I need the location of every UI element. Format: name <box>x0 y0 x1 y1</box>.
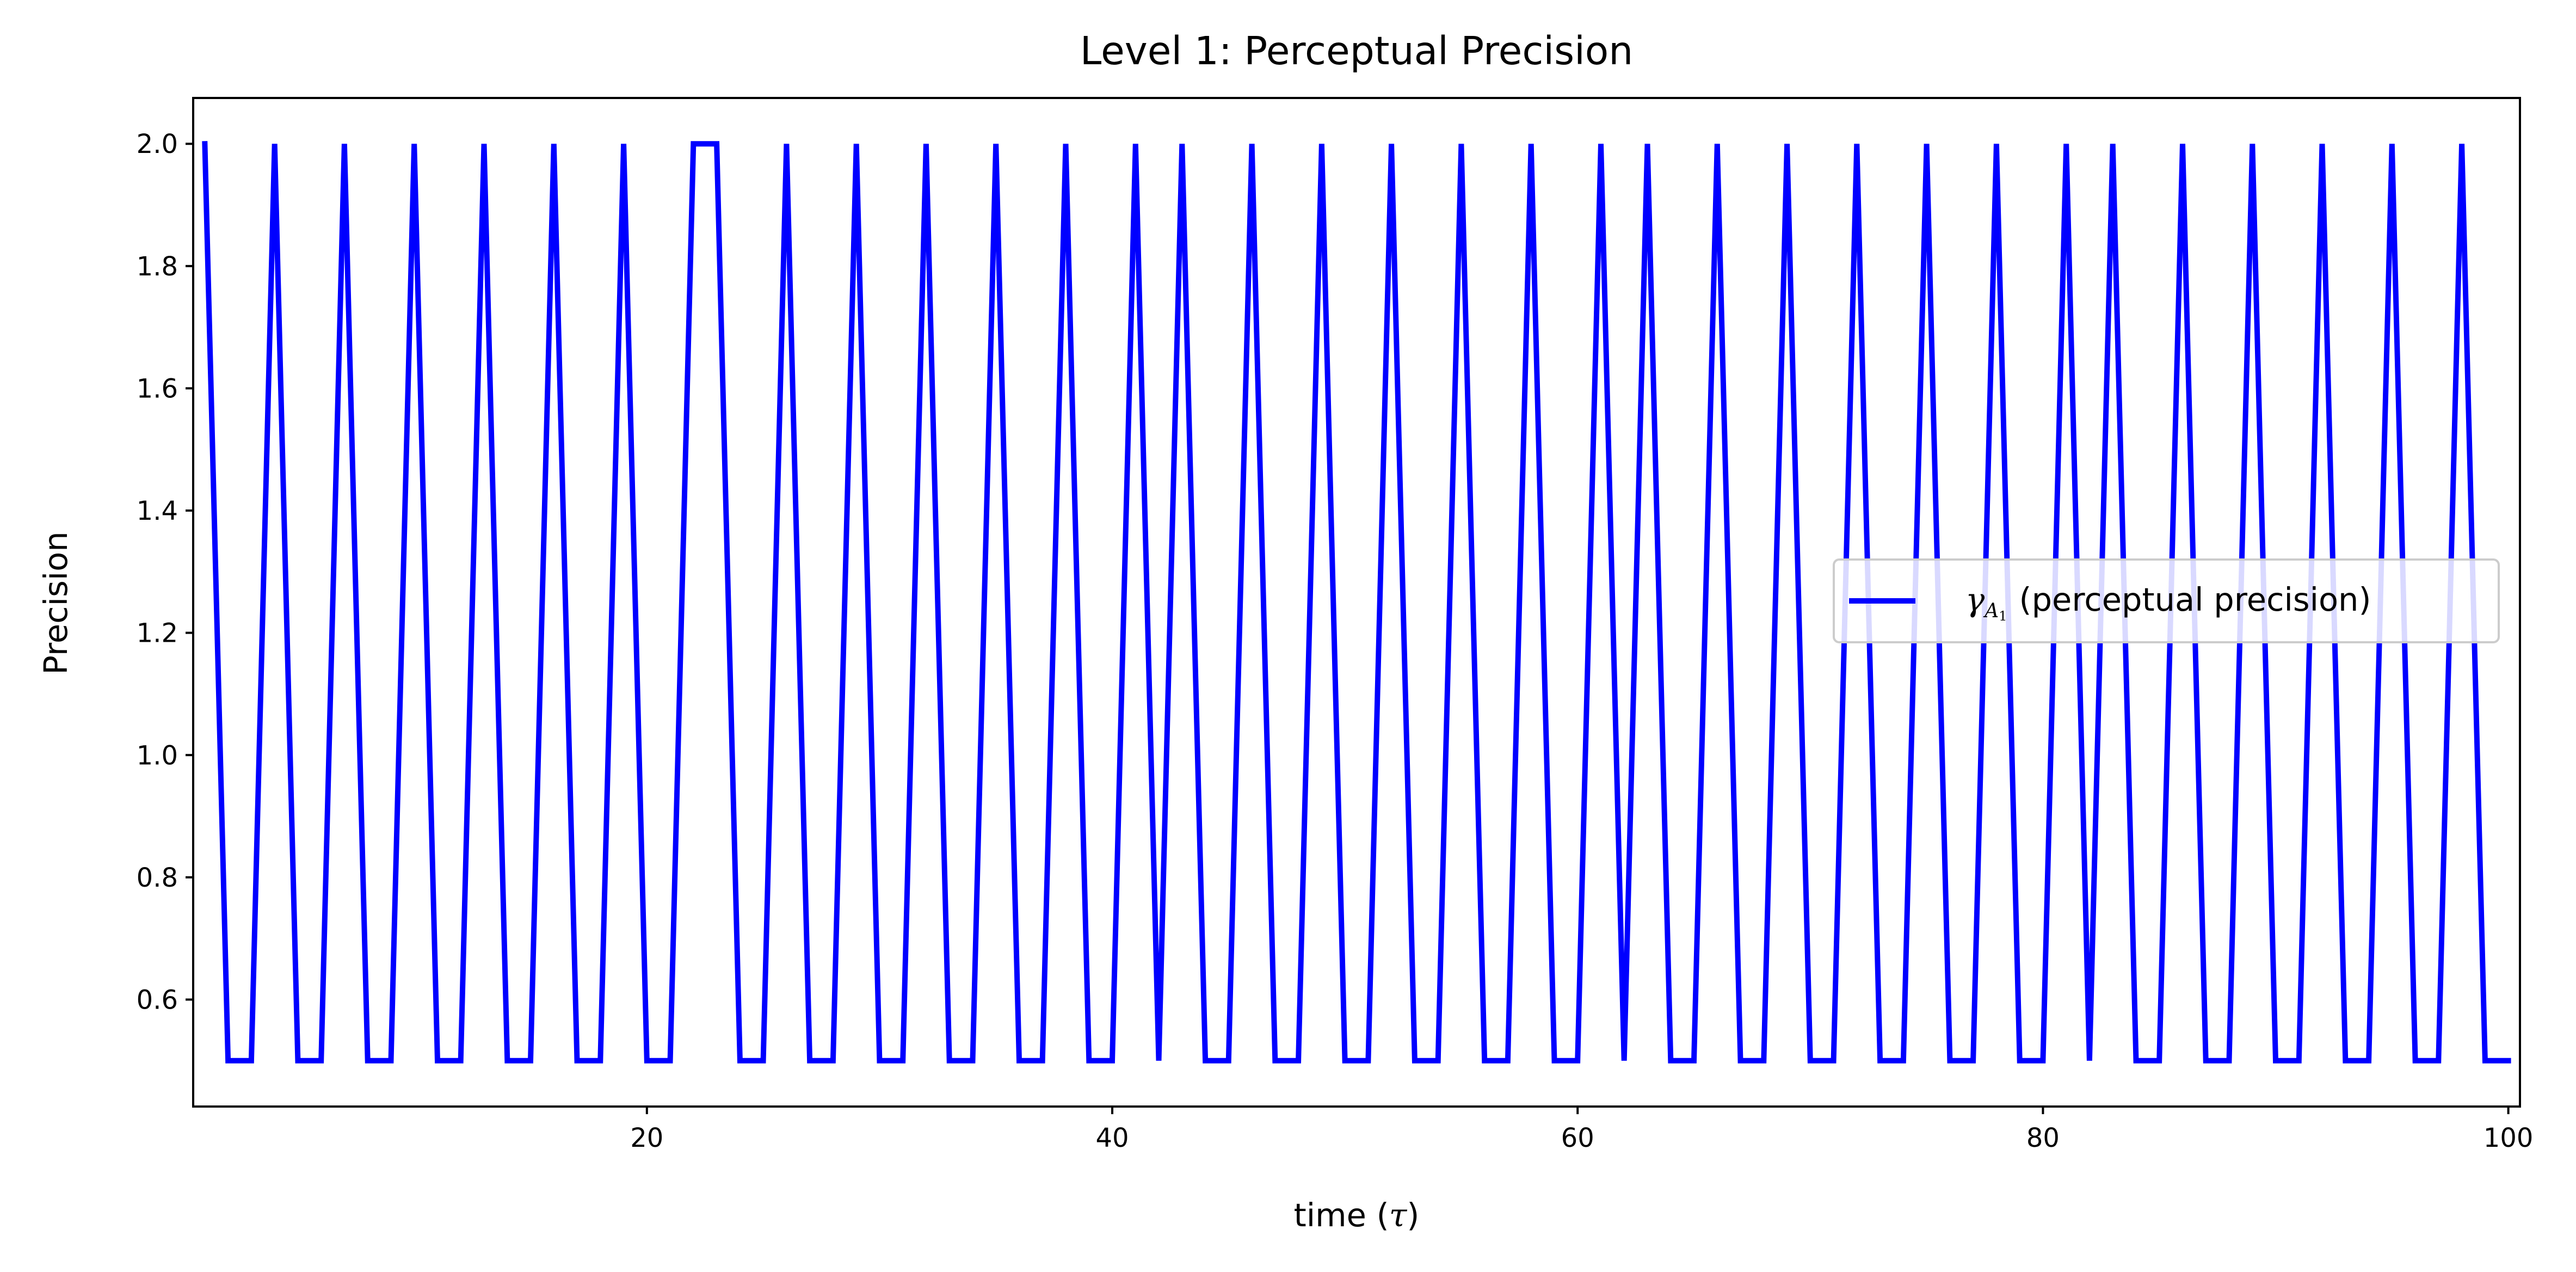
data-point <box>1414 1060 1415 1061</box>
data-point <box>1833 1060 1834 1061</box>
data-point <box>2205 1060 2206 1061</box>
x-tick-label: 40 <box>1095 1123 1129 1153</box>
legend-text: (perceptual precision) <box>2019 581 2371 618</box>
x-tick-label: 60 <box>1561 1123 1594 1153</box>
x-axis-title-symbol: τ <box>1389 1196 1408 1234</box>
legend-box <box>1833 558 2500 643</box>
data-point <box>1019 1060 1020 1061</box>
legend-subscript: A <box>1983 600 1999 622</box>
data-point <box>1973 1060 1974 1061</box>
x-tick-label: 100 <box>2483 1123 2534 1153</box>
data-point <box>1484 1060 1485 1061</box>
legend-subsubscript: 1 <box>1999 609 2007 624</box>
data-point <box>1554 1060 1555 1061</box>
data-point <box>1205 1060 1206 1061</box>
data-point <box>460 1060 461 1061</box>
data-point <box>2159 1060 2160 1061</box>
data-point <box>228 1060 229 1061</box>
plot-frame <box>192 97 2521 1108</box>
y-tick-label: 1.2 <box>137 618 178 649</box>
x-tick-label: 20 <box>630 1123 663 1153</box>
x-axis-title-suffix: ) <box>1407 1196 1419 1234</box>
data-point <box>879 1060 880 1061</box>
data-point <box>949 1060 950 1061</box>
y-axis-title: Precision <box>37 531 75 674</box>
data-point <box>646 1060 647 1061</box>
data-point <box>321 1060 322 1061</box>
y-tick-label: 0.8 <box>137 863 178 893</box>
data-point <box>2019 1060 2020 1061</box>
data-point <box>367 1060 368 1061</box>
x-axis-title-prefix: time ( <box>1294 1196 1389 1234</box>
y-tick-label: 1.4 <box>137 496 178 526</box>
data-point <box>1740 1060 1741 1061</box>
data-point <box>437 1060 438 1061</box>
chart-title: Level 1: Perceptual Precision <box>1080 28 1633 73</box>
data-point <box>1880 1060 1881 1061</box>
data-point <box>1158 1060 1159 1061</box>
data-point <box>600 1060 601 1061</box>
y-tick-label: 1.8 <box>137 251 178 282</box>
y-axis-ticks: 0.6 0.8 1.0 1.2 1.4 1.6 1.8 2.0 <box>137 129 193 1015</box>
legend-label: γA1 (perceptual precision) <box>1965 581 2371 624</box>
y-tick-label: 1.0 <box>137 740 178 771</box>
data-point <box>1298 1060 1299 1061</box>
data-point <box>1042 1060 1043 1061</box>
data-point <box>507 1060 508 1061</box>
data-point <box>1577 1060 1578 1061</box>
data-point <box>2298 1060 2299 1061</box>
y-tick-label: 0.6 <box>137 985 178 1015</box>
data-point <box>2438 1060 2439 1061</box>
data-point <box>1228 1060 1229 1061</box>
x-axis-title: time (τ) <box>1294 1196 1420 1234</box>
data-point <box>2508 1060 2509 1061</box>
x-axis-ticks: 20 40 60 80 100 <box>630 1107 2533 1153</box>
data-point <box>1112 1060 1113 1061</box>
x-tick-label: 80 <box>2026 1123 2060 1153</box>
legend-gamma-symbol: γ <box>1965 581 1985 618</box>
data-point <box>2089 1060 2090 1061</box>
legend: γA1 (perceptual precision) <box>1833 558 2500 643</box>
data-point <box>972 1060 973 1061</box>
data-point <box>2345 1060 2346 1061</box>
data-point <box>739 1060 740 1061</box>
data-point <box>1368 1060 1369 1061</box>
data-point <box>1507 1060 1508 1061</box>
y-tick-label: 2.0 <box>137 129 178 159</box>
y-tick-label: 1.6 <box>137 373 178 404</box>
